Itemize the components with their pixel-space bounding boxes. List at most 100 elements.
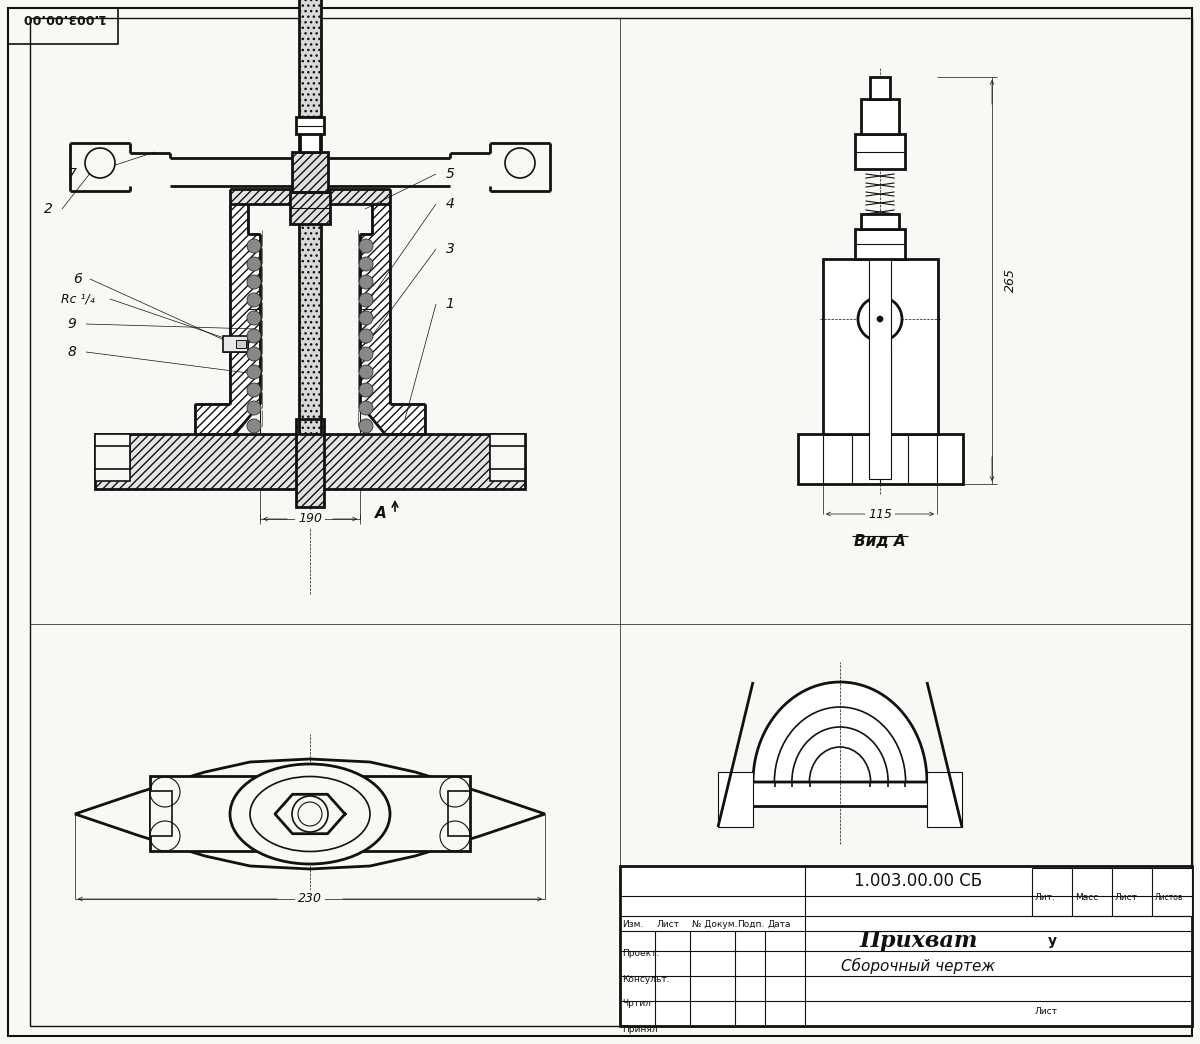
Circle shape xyxy=(858,296,902,341)
Circle shape xyxy=(359,365,373,379)
Bar xyxy=(862,214,899,229)
Circle shape xyxy=(292,796,328,832)
Bar xyxy=(490,434,526,481)
Text: Подп.: Подп. xyxy=(737,920,764,929)
Bar xyxy=(798,434,964,484)
Circle shape xyxy=(359,257,373,271)
Ellipse shape xyxy=(250,777,370,852)
Bar xyxy=(870,77,890,99)
Text: Лист: Лист xyxy=(658,920,680,929)
Text: 9: 9 xyxy=(67,317,77,331)
Bar xyxy=(300,117,320,152)
Bar xyxy=(296,419,324,507)
Circle shape xyxy=(359,347,373,361)
Bar xyxy=(223,336,248,352)
Bar xyxy=(292,152,328,192)
Bar xyxy=(854,229,905,259)
Bar xyxy=(292,152,328,192)
Ellipse shape xyxy=(230,764,390,864)
Bar xyxy=(928,772,962,827)
Text: 3: 3 xyxy=(445,242,455,256)
Circle shape xyxy=(359,293,373,307)
Text: Прихват: Прихват xyxy=(859,930,978,952)
Circle shape xyxy=(877,316,883,322)
Text: 230: 230 xyxy=(298,893,322,905)
Bar xyxy=(230,189,290,204)
Text: 190: 190 xyxy=(298,513,322,525)
Circle shape xyxy=(247,401,262,416)
Bar xyxy=(1032,868,1192,916)
Bar xyxy=(620,867,1192,1026)
Bar xyxy=(95,434,130,481)
Bar xyxy=(95,434,526,489)
Text: Консульт.: Консульт. xyxy=(622,974,670,983)
Circle shape xyxy=(359,383,373,397)
Bar xyxy=(299,0,322,434)
Text: 115: 115 xyxy=(868,507,892,521)
Circle shape xyxy=(359,239,373,253)
Circle shape xyxy=(247,383,262,397)
Text: 1: 1 xyxy=(445,296,455,311)
Bar xyxy=(448,791,470,836)
Bar xyxy=(862,99,899,134)
Bar xyxy=(95,446,130,469)
Bar xyxy=(290,192,330,224)
Text: Лист: Лист xyxy=(1034,1006,1058,1016)
Bar xyxy=(854,134,905,169)
Circle shape xyxy=(247,311,262,325)
Circle shape xyxy=(247,275,262,289)
Text: Масс: Масс xyxy=(1075,894,1098,902)
Text: Сборочный чертеж: Сборочный чертеж xyxy=(841,958,996,974)
Circle shape xyxy=(247,257,262,271)
Circle shape xyxy=(247,329,262,343)
Text: Лист: Лист xyxy=(1115,894,1138,902)
Circle shape xyxy=(505,148,535,177)
Circle shape xyxy=(359,419,373,433)
Polygon shape xyxy=(194,204,260,434)
Bar xyxy=(823,259,938,434)
Text: Лит.: Лит. xyxy=(1034,894,1056,902)
Bar xyxy=(869,259,890,479)
Circle shape xyxy=(359,311,373,325)
Circle shape xyxy=(298,802,322,826)
Text: 4: 4 xyxy=(445,197,455,211)
Text: Rc ¹/₄: Rc ¹/₄ xyxy=(61,292,95,306)
Bar xyxy=(330,189,390,204)
Text: № Докум.: № Докум. xyxy=(692,920,738,929)
Circle shape xyxy=(247,293,262,307)
Circle shape xyxy=(359,329,373,343)
Text: Принял: Принял xyxy=(622,1024,658,1034)
Bar xyxy=(296,117,324,134)
Bar xyxy=(236,340,246,348)
Bar xyxy=(8,8,118,44)
Bar xyxy=(296,419,324,507)
Text: Листов: Листов xyxy=(1154,894,1183,902)
Text: 265: 265 xyxy=(1004,268,1018,292)
Polygon shape xyxy=(754,682,928,782)
Bar xyxy=(150,791,172,836)
Bar xyxy=(718,772,754,827)
Bar xyxy=(150,776,470,851)
Text: Вид А: Вид А xyxy=(854,533,906,549)
Circle shape xyxy=(359,275,373,289)
Circle shape xyxy=(359,401,373,416)
Bar xyxy=(740,781,940,806)
Text: Чртил: Чртил xyxy=(622,999,650,1009)
Bar xyxy=(490,446,526,469)
Text: 6: 6 xyxy=(73,272,83,286)
Circle shape xyxy=(247,347,262,361)
Bar xyxy=(290,192,330,224)
Circle shape xyxy=(247,239,262,253)
Text: Изм.: Изм. xyxy=(622,920,643,929)
Text: Дата: Дата xyxy=(767,920,791,929)
Text: А: А xyxy=(374,506,386,522)
Text: 7: 7 xyxy=(67,167,77,181)
Text: 2: 2 xyxy=(43,201,53,216)
Text: 1.003.00.00 СБ: 1.003.00.00 СБ xyxy=(854,872,983,889)
Text: 8: 8 xyxy=(67,345,77,359)
Circle shape xyxy=(85,148,115,177)
Bar xyxy=(223,336,248,352)
Circle shape xyxy=(247,365,262,379)
Bar xyxy=(299,0,322,434)
Polygon shape xyxy=(74,759,545,869)
